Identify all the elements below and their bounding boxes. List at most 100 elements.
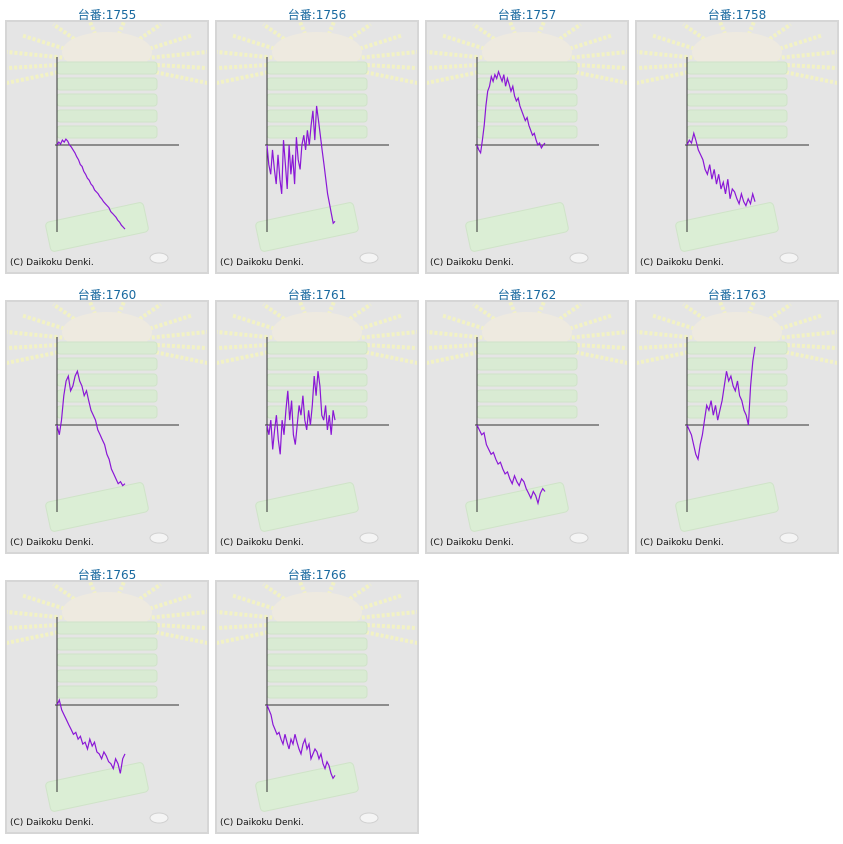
- medal-icon: [359, 812, 379, 824]
- background-ray: [637, 49, 738, 64]
- background-ray: [316, 329, 417, 344]
- stacked-tray: [686, 77, 788, 91]
- background-illustration: [637, 302, 837, 544]
- machine-card: 台番:1763 (C) Daikoku Denki.: [635, 280, 839, 560]
- background-ray: [316, 60, 417, 85]
- background-illustration: [7, 302, 207, 544]
- bottom-tray: [45, 202, 149, 252]
- slump-graph-panel[interactable]: (C) Daikoku Denki.: [635, 300, 839, 554]
- stacked-tray: [476, 405, 578, 419]
- stacked-tray: [56, 341, 158, 355]
- background-ray: [217, 620, 318, 645]
- background-illustration: [217, 582, 417, 824]
- background-ray: [217, 609, 318, 624]
- slump-graph: [427, 302, 627, 544]
- background-ray: [736, 329, 837, 344]
- machine-number-link[interactable]: 台番:1762: [497, 288, 557, 302]
- stacked-tray: [56, 357, 158, 371]
- medal-icon: [359, 532, 379, 544]
- stacked-tray: [476, 373, 578, 387]
- machine-number-link[interactable]: 台番:1755: [77, 8, 137, 22]
- machine-card: 台番:1757 (C) Daikoku Denki.: [425, 0, 629, 280]
- slump-line: [686, 130, 756, 208]
- stacked-tray: [686, 125, 788, 139]
- machine-card: 台番:1755 (C) Daikoku Denki.: [5, 0, 209, 280]
- machine-card: 台番:1760 (C) Daikoku Denki.: [5, 280, 209, 560]
- machine-number-link[interactable]: 台番:1757: [497, 8, 557, 22]
- background-ray: [316, 620, 417, 645]
- background-illustration: [217, 22, 417, 264]
- background-ray: [316, 609, 417, 624]
- slump-graph-panel[interactable]: (C) Daikoku Denki.: [425, 20, 629, 274]
- machine-number-link[interactable]: 台番:1765: [77, 568, 137, 582]
- background-ray: [106, 49, 207, 64]
- background-ray: [106, 329, 207, 344]
- background-ray: [7, 60, 108, 85]
- slump-graph: [7, 302, 207, 544]
- background-ray: [7, 49, 108, 64]
- bottom-tray: [255, 762, 359, 812]
- bottom-tray: [255, 202, 359, 252]
- stacked-tray: [476, 93, 578, 107]
- copyright-text: (C) Daikoku Denki.: [10, 818, 94, 828]
- medal-icon: [569, 532, 589, 544]
- copyright-text: (C) Daikoku Denki.: [220, 258, 304, 268]
- stacked-tray: [56, 389, 158, 403]
- slump-graph: [7, 22, 207, 264]
- background-ray: [736, 340, 837, 365]
- background-ray: [217, 329, 318, 344]
- machine-number-link[interactable]: 台番:1761: [287, 288, 347, 302]
- background-ray: [526, 49, 627, 64]
- slump-graph-panel[interactable]: (C) Daikoku Denki.: [5, 580, 209, 834]
- bottom-tray: [255, 482, 359, 532]
- stacked-tray: [266, 685, 368, 699]
- stacked-tray: [56, 405, 158, 419]
- slump-graph-panel[interactable]: (C) Daikoku Denki.: [215, 20, 419, 274]
- stacked-tray: [266, 637, 368, 651]
- copyright-text: (C) Daikoku Denki.: [220, 818, 304, 828]
- slump-graph: [7, 582, 207, 824]
- background-ray: [427, 329, 528, 344]
- background-ray: [7, 620, 108, 645]
- copyright-text: (C) Daikoku Denki.: [640, 538, 724, 548]
- background-ray: [106, 340, 207, 365]
- stacked-tray: [56, 61, 158, 75]
- slump-graph-panel[interactable]: (C) Daikoku Denki.: [635, 20, 839, 274]
- slump-graph-panel[interactable]: (C) Daikoku Denki.: [5, 20, 209, 274]
- machine-number-link[interactable]: 台番:1766: [287, 568, 347, 582]
- slump-line: [476, 424, 546, 506]
- bottom-tray: [675, 202, 779, 252]
- background-ray: [427, 60, 528, 85]
- slump-graph: [217, 22, 417, 264]
- slump-line: [476, 69, 546, 155]
- machine-number-link[interactable]: 台番:1760: [77, 288, 137, 302]
- slump-line: [56, 698, 126, 774]
- stacked-tray: [686, 405, 788, 419]
- medal-icon: [149, 252, 169, 264]
- machine-number-link[interactable]: 台番:1763: [707, 288, 767, 302]
- slump-graph-panel[interactable]: (C) Daikoku Denki.: [215, 300, 419, 554]
- stacked-tray: [266, 357, 368, 371]
- machine-card: 台番:1762 (C) Daikoku Denki.: [425, 280, 629, 560]
- machine-number-link[interactable]: 台番:1756: [287, 8, 347, 22]
- stacked-tray: [56, 125, 158, 139]
- slump-line: [266, 105, 336, 225]
- slump-graph-panel[interactable]: (C) Daikoku Denki.: [215, 580, 419, 834]
- stacked-tray: [56, 373, 158, 387]
- stacked-tray: [56, 653, 158, 667]
- medal-icon: [149, 532, 169, 544]
- machine-number-link[interactable]: 台番:1758: [707, 8, 767, 22]
- slump-graph-panel[interactable]: (C) Daikoku Denki.: [5, 300, 209, 554]
- background-ray: [526, 340, 627, 365]
- copyright-text: (C) Daikoku Denki.: [10, 258, 94, 268]
- medal-icon: [779, 252, 799, 264]
- stacked-tray: [266, 405, 368, 419]
- background-ray: [316, 340, 417, 365]
- stacked-tray: [476, 109, 578, 123]
- slump-graph-panel[interactable]: (C) Daikoku Denki.: [425, 300, 629, 554]
- stacked-tray: [266, 77, 368, 91]
- medal-icon: [779, 532, 799, 544]
- stacked-tray: [56, 109, 158, 123]
- stacked-tray: [686, 109, 788, 123]
